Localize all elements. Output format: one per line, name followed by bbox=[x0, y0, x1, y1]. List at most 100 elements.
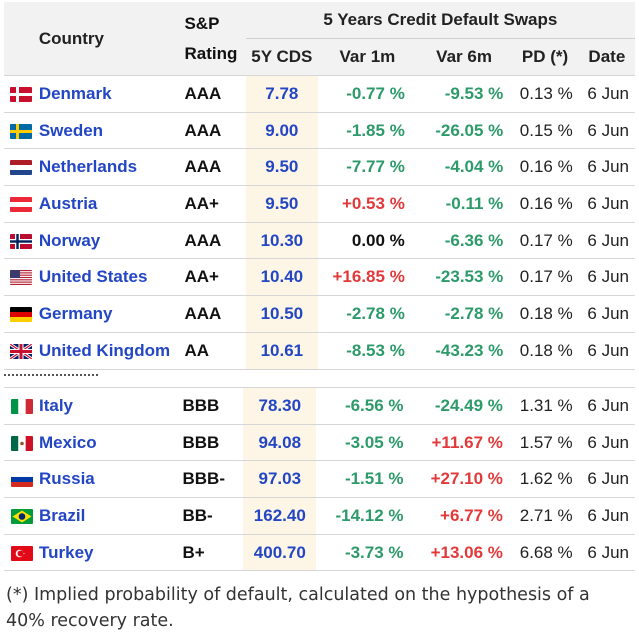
country-link[interactable]: Norway bbox=[38, 221, 185, 259]
germany-flag-icon bbox=[10, 306, 33, 322]
brazil-flag-icon bbox=[10, 508, 33, 524]
country-link[interactable]: Austria bbox=[38, 185, 185, 223]
var6m-cell: +27.10 % bbox=[415, 460, 511, 498]
date-cell: 6 Jun bbox=[578, 423, 635, 461]
pd-cell: 0.17 % bbox=[511, 258, 579, 296]
rating-cell: BBB bbox=[182, 423, 244, 461]
netherlands-flag-icon bbox=[10, 160, 33, 176]
var1m-header[interactable]: Var 1m bbox=[317, 38, 417, 76]
italy-flag-icon bbox=[10, 398, 33, 414]
pd-cell: 0.18 % bbox=[511, 331, 579, 370]
country-link[interactable]: Italy bbox=[39, 387, 183, 425]
cds-5y-header[interactable]: 5Y CDS bbox=[245, 38, 318, 76]
flag-cell bbox=[4, 221, 39, 259]
cds-value-link[interactable]: 94.08 bbox=[243, 423, 317, 461]
cds-value-link[interactable]: 10.40 bbox=[245, 258, 318, 296]
pd-cell: 0.13 % bbox=[511, 75, 579, 113]
table-row: Germany AAA 10.50 -2.78 % -2.78 % 0.18 %… bbox=[4, 295, 635, 333]
country-link[interactable]: United Kingdom bbox=[38, 331, 185, 370]
date-cell: 6 Jun bbox=[578, 258, 635, 296]
flag-cell bbox=[4, 111, 39, 149]
table-row: Denmark AAA 7.78 -0.77 % -9.53 % 0.13 % … bbox=[4, 75, 635, 113]
date-cell: 6 Jun bbox=[578, 185, 635, 223]
country-link[interactable]: United States bbox=[38, 258, 185, 296]
country-link[interactable]: Germany bbox=[38, 295, 185, 333]
cds-value-link[interactable]: 78.30 bbox=[243, 387, 317, 425]
cds-value-link[interactable]: 400.70 bbox=[243, 533, 317, 572]
var6m-header[interactable]: Var 6m bbox=[416, 38, 512, 76]
date-header[interactable]: Date bbox=[578, 38, 635, 76]
var6m-cell: -0.11 % bbox=[416, 185, 512, 223]
cds-group-header: 5 Years Credit Default Swaps bbox=[245, 2, 635, 39]
var6m-cell: -23.53 % bbox=[416, 258, 512, 296]
cds-value-link[interactable]: 97.03 bbox=[243, 460, 317, 498]
table-row: Austria AA+ 9.50 +0.53 % -0.11 % 0.16 % … bbox=[4, 185, 635, 223]
country-link[interactable]: Denmark bbox=[38, 75, 185, 113]
table-row: Russia BBB- 97.03 -1.51 % +27.10 % 1.62 … bbox=[4, 460, 635, 498]
top-rows: Denmark AAA 7.78 -0.77 % -9.53 % 0.13 % … bbox=[4, 75, 635, 370]
var1m-cell: +16.85 % bbox=[317, 258, 417, 296]
cds-value-link[interactable]: 10.61 bbox=[245, 331, 318, 370]
cds-value-link[interactable]: 10.30 bbox=[245, 221, 318, 259]
sp-rating-header[interactable]: S&P Rating bbox=[184, 2, 246, 76]
var1m-cell: -2.78 % bbox=[317, 295, 417, 333]
footnote: (*) Implied probability of default, calc… bbox=[6, 585, 590, 631]
rating-cell: AA+ bbox=[184, 258, 246, 296]
date-cell: 6 Jun bbox=[578, 148, 635, 186]
var6m-cell: -43.23 % bbox=[416, 331, 512, 370]
cds-table-bottom: Italy BBB 78.30 -6.56 % -24.49 % 1.31 % … bbox=[4, 387, 635, 572]
cds-value-link[interactable]: 10.50 bbox=[245, 295, 318, 333]
cds-value-link[interactable]: 9.50 bbox=[245, 185, 318, 223]
cds-value-link[interactable]: 162.40 bbox=[243, 497, 317, 535]
cds-value-link[interactable]: 9.00 bbox=[245, 111, 318, 149]
var6m-cell: -6.36 % bbox=[416, 221, 512, 259]
country-link[interactable]: Russia bbox=[39, 460, 183, 498]
var1m-cell: -6.56 % bbox=[316, 387, 416, 425]
flag-cell bbox=[4, 185, 39, 223]
norway-flag-icon bbox=[10, 233, 33, 249]
cds-value-link[interactable]: 9.50 bbox=[245, 148, 318, 186]
pd-cell: 0.17 % bbox=[511, 221, 579, 259]
sp-header-line2: Rating bbox=[184, 43, 238, 63]
turkey-flag-icon bbox=[10, 545, 33, 561]
country-link[interactable]: Mexico bbox=[39, 423, 183, 461]
pd-header[interactable]: PD (*) bbox=[511, 38, 579, 76]
pd-cell: 0.15 % bbox=[511, 111, 579, 149]
rating-cell: B+ bbox=[182, 533, 244, 572]
var1m-cell: -3.73 % bbox=[316, 533, 416, 572]
country-link[interactable]: Brazil bbox=[39, 497, 183, 535]
rating-cell: BBB bbox=[182, 387, 244, 425]
table-row: Norway AAA 10.30 0.00 % -6.36 % 0.17 % 6… bbox=[4, 221, 635, 259]
rating-cell: AA bbox=[184, 331, 246, 370]
pd-cell: 0.16 % bbox=[511, 148, 579, 186]
bottom-rows: Italy BBB 78.30 -6.56 % -24.49 % 1.31 % … bbox=[4, 387, 635, 572]
rating-cell: AAA bbox=[184, 111, 246, 149]
var1m-cell: +0.53 % bbox=[317, 185, 417, 223]
uk-flag-icon bbox=[10, 343, 33, 359]
country-link[interactable]: Sweden bbox=[38, 111, 185, 149]
cds-table-top: Country S&P Rating 5 Years Credit Defaul… bbox=[4, 2, 635, 370]
pd-cell: 0.18 % bbox=[511, 295, 579, 333]
var6m-cell: +11.67 % bbox=[415, 423, 511, 461]
var1m-cell: -0.77 % bbox=[317, 75, 417, 113]
country-link[interactable]: Netherlands bbox=[38, 148, 185, 186]
date-cell: 6 Jun bbox=[578, 75, 635, 113]
var1m-cell: -14.12 % bbox=[316, 497, 416, 535]
country-link[interactable]: Turkey bbox=[39, 533, 183, 572]
cds-value-link[interactable]: 7.78 bbox=[245, 75, 318, 113]
table-row: Italy BBB 78.30 -6.56 % -24.49 % 1.31 % … bbox=[4, 387, 635, 425]
var1m-cell: -7.77 % bbox=[317, 148, 417, 186]
country-header[interactable]: Country bbox=[38, 2, 185, 76]
var1m-cell: -3.05 % bbox=[316, 423, 416, 461]
pd-cell: 1.57 % bbox=[510, 423, 579, 461]
var1m-cell: -1.85 % bbox=[317, 111, 417, 149]
rating-cell: AAA bbox=[184, 295, 246, 333]
var1m-cell: 0.00 % bbox=[317, 221, 417, 259]
pd-cell: 2.71 % bbox=[510, 497, 579, 535]
var6m-cell: -2.78 % bbox=[416, 295, 512, 333]
var6m-cell: -24.49 % bbox=[415, 387, 511, 425]
flag-cell bbox=[4, 295, 39, 333]
rating-cell: BB- bbox=[182, 497, 244, 535]
pd-cell: 6.68 % bbox=[510, 533, 579, 572]
